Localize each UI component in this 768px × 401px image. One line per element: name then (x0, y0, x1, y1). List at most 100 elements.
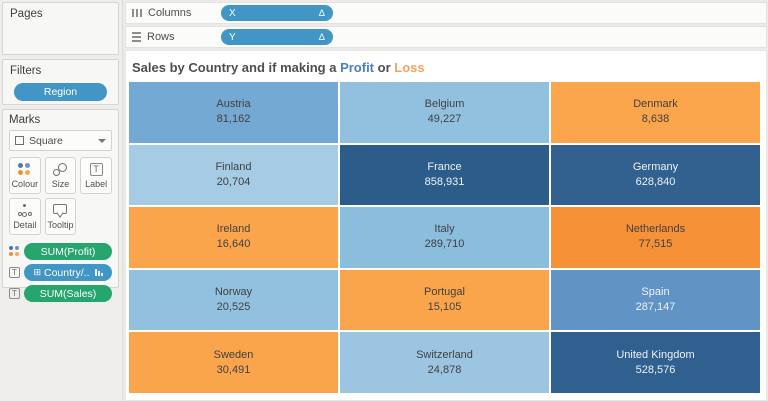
cell-sales-value: 24,878 (427, 363, 462, 376)
cell-country-label: Portugal (424, 286, 465, 299)
cell-country-label: Finland (215, 160, 252, 173)
pill-country[interactable]: ⊞ Country/.. (24, 264, 112, 281)
pill-country-label: Country/.. (44, 266, 90, 279)
cell-country-label: Ireland (216, 223, 251, 236)
cell-sales-value: 49,227 (427, 113, 462, 126)
cell-sales-value: 16,640 (216, 238, 251, 251)
worksheet-view: Sales by Country and if making a Profit … (125, 50, 767, 401)
columns-pill-x-label: X (229, 7, 236, 19)
mark-cell-belgium[interactable]: Belgium 49,227 (340, 82, 549, 143)
cell-sales-value: 287,147 (635, 301, 676, 314)
cell-country-label: Sweden (213, 348, 254, 361)
label-t-icon: T (9, 288, 20, 299)
square-mark-icon (15, 136, 24, 145)
mark-cell-sweden[interactable]: Sweden 30,491 (129, 332, 338, 393)
filters-shelf-title: Filters (10, 65, 42, 77)
marks-buttons: Colour Size T Label Detail Tooltip (9, 157, 112, 235)
mark-cell-ireland[interactable]: Ireland 16,640 (129, 207, 338, 268)
mark-type-value: Square (29, 134, 63, 147)
cell-sales-value: 81,162 (216, 113, 251, 126)
size-button-label: Size (51, 178, 70, 189)
label-button[interactable]: T Label (80, 157, 112, 194)
detail-dots-icon (17, 203, 32, 217)
detail-button[interactable]: Detail (9, 198, 41, 235)
cell-country-label: Austria (216, 98, 251, 111)
cell-sales-value: 20,525 (216, 301, 251, 314)
pill-sum-sales[interactable]: SUM(Sales) (24, 285, 112, 302)
tooltip-button-label: Tooltip (47, 219, 74, 230)
filters-shelf[interactable]: Filters Region (2, 59, 119, 105)
mark-cell-switzerland[interactable]: Switzerland 24,878 (340, 332, 549, 393)
table-calc-delta-icon: Δ (318, 31, 325, 43)
mark-cell-netherlands[interactable]: Netherlands 77,515 (551, 207, 760, 268)
rows-shelf-label: Rows (147, 31, 175, 43)
tooltip-bubble-icon (53, 203, 68, 214)
cell-country-label: Denmark (633, 98, 678, 111)
pages-shelf-title: Pages (10, 8, 43, 20)
detail-button-label: Detail (13, 219, 37, 230)
worksheet-title: Sales by Country and if making a Profit … (126, 51, 766, 81)
cell-sales-value: 528,576 (635, 363, 676, 376)
cell-country-label: Netherlands (625, 223, 686, 236)
mark-cell-italy[interactable]: Italy 289,710 (340, 207, 549, 268)
pill-sum-sales-label: SUM(Sales) (39, 287, 97, 300)
marks-card: Marks Square Colour Size T Label Detail (2, 109, 119, 302)
mark-cell-united-kingdom[interactable]: United Kingdom 528,576 (551, 332, 760, 393)
chevron-down-icon[interactable] (98, 138, 106, 143)
rows-shelf[interactable]: Rows Y Δ (125, 26, 767, 48)
cell-sales-value: 77,515 (638, 238, 673, 251)
pill-sum-profit[interactable]: SUM(Profit) (24, 243, 112, 260)
mark-cell-austria[interactable]: Austria 81,162 (129, 82, 338, 143)
columns-shelf-label: Columns (148, 7, 192, 19)
mark-type-dropdown[interactable]: Square (9, 130, 112, 151)
mark-cell-spain[interactable]: Spain 287,147 (551, 269, 760, 331)
rows-pill-y[interactable]: Y Δ (221, 29, 333, 45)
cell-sales-value: 858,931 (424, 175, 465, 188)
colour-button[interactable]: Colour (9, 157, 41, 194)
pages-shelf[interactable]: Pages (2, 2, 119, 55)
mark-cell-finland[interactable]: Finland 20,704 (129, 144, 338, 206)
cell-sales-value: 8,638 (641, 113, 670, 126)
cell-sales-value: 15,105 (427, 301, 462, 314)
size-button[interactable]: Size (44, 157, 77, 194)
cell-country-label: France (427, 160, 462, 173)
filter-pill-region[interactable]: Region (14, 83, 107, 101)
left-sidebar: Pages Filters Region Marks Square Colour… (0, 0, 123, 401)
cell-country-label: Belgium (424, 98, 465, 111)
title-loss-word: Loss (394, 60, 425, 75)
colour-dots-icon (18, 162, 31, 176)
highlight-table: Austria 81,162 Belgium 49,227 Denmark 8,638… (129, 82, 760, 393)
pill-sum-profit-label: SUM(Profit) (40, 245, 96, 258)
size-circles-icon (53, 162, 68, 176)
cell-country-label: Spain (641, 286, 670, 299)
tooltip-button[interactable]: Tooltip (44, 198, 77, 235)
colour-button-label: Colour (11, 178, 39, 189)
cell-country-label: Norway (214, 286, 253, 299)
cell-country-label: United Kingdom (616, 348, 695, 361)
rows-icon (132, 32, 141, 42)
cell-country-label: Italy (434, 223, 455, 236)
rows-pill-y-label: Y (229, 31, 236, 43)
cell-sales-value: 628,840 (635, 175, 676, 188)
columns-shelf[interactable]: Columns X Δ (125, 2, 767, 24)
expand-icon[interactable]: ⊞ (33, 267, 41, 277)
table-calc-delta-icon: Δ (318, 7, 325, 19)
mark-cell-norway[interactable]: Norway 20,525 (129, 269, 338, 331)
marks-card-title: Marks (9, 114, 41, 126)
title-prefix: Sales by Country and if making a (132, 60, 341, 75)
cell-country-label: Switzerland (416, 348, 473, 361)
mark-cell-germany[interactable]: Germany 628,840 (551, 144, 760, 206)
mark-cell-denmark[interactable]: Denmark 8,638 (551, 82, 760, 143)
sort-descending-icon[interactable] (94, 269, 103, 276)
cell-sales-value: 30,491 (216, 363, 251, 376)
cell-country-label: Germany (632, 160, 679, 173)
label-button-label: Label (85, 178, 108, 189)
columns-pill-x[interactable]: X Δ (221, 5, 333, 21)
mark-cell-france[interactable]: France 858,931 (340, 144, 549, 206)
columns-icon (132, 9, 142, 17)
cell-sales-value: 20,704 (216, 175, 251, 188)
title-connector: or (374, 60, 395, 75)
label-t-icon: T (9, 267, 20, 278)
mark-cell-portugal[interactable]: Portugal 15,105 (340, 269, 549, 331)
colour-dots-icon (9, 246, 20, 257)
